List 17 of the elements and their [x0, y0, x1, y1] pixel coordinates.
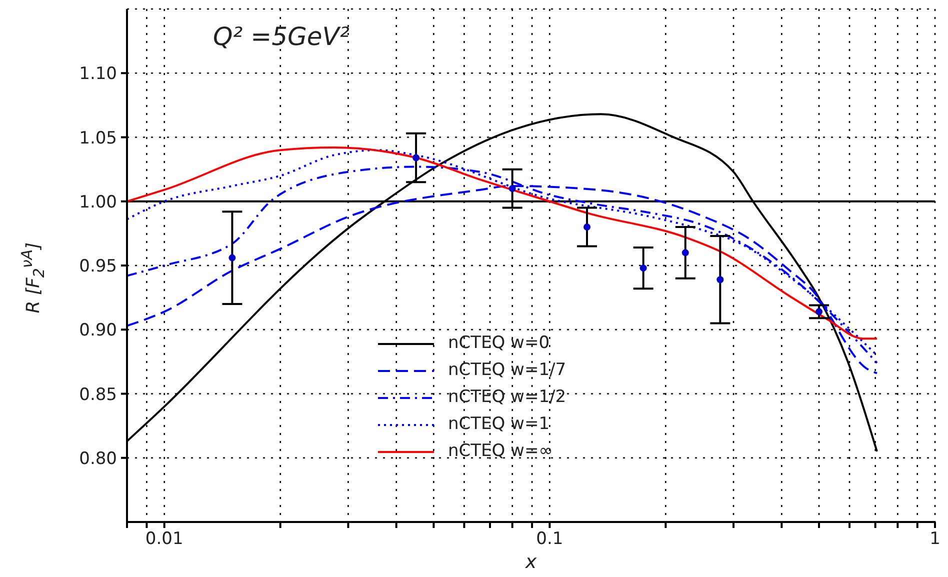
x-tick-label: 0.1 — [536, 529, 564, 550]
x-axis-title: x — [524, 551, 538, 573]
legend-label: nCTEQ w=∞ — [448, 440, 553, 463]
y-tick-label: 0.80 — [79, 448, 117, 469]
y-tick-label: 1.10 — [79, 64, 117, 84]
x-tick-label: 0.01 — [145, 529, 184, 550]
legend-label: nCTEQ w=1/7 — [448, 359, 566, 382]
y-tick-label: 1.05 — [79, 128, 117, 148]
y-tick-label: 1.00 — [79, 192, 117, 212]
y-tick-label: 0.85 — [79, 384, 117, 405]
y-tick-label: 0.90 — [79, 320, 117, 341]
legend-label: nCTEQ w=1/2 — [448, 386, 566, 409]
legend-label: nCTEQ w=0 — [448, 332, 550, 355]
legend-label: nCTEQ w=1 — [448, 413, 550, 436]
annotation: Q² =5GeV² — [213, 22, 350, 51]
x-tick-label: 1 — [930, 529, 940, 550]
y-tick-label: 0.95 — [79, 256, 117, 277]
